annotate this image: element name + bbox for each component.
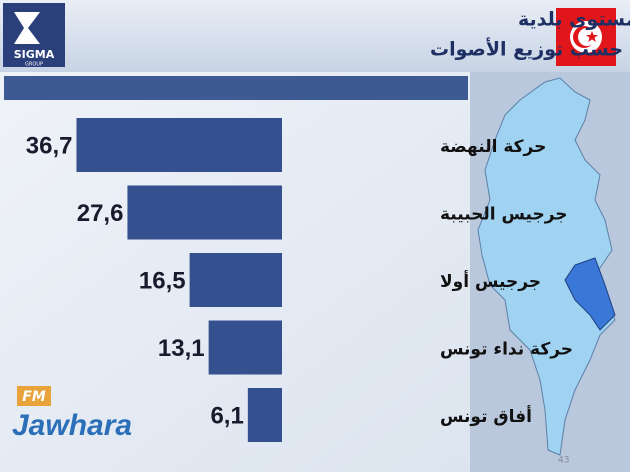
- category-label: جرجيس أولا: [440, 270, 541, 292]
- category-label: حركة نداء تونس: [440, 340, 573, 360]
- chart-title-line: الانتخابات البلدية تقديرات النتائج على م…: [518, 9, 630, 31]
- category-label: أفاق تونس: [440, 405, 532, 427]
- value-label: 27,6: [77, 200, 124, 227]
- value-label: 6,1: [210, 402, 243, 429]
- bar: [189, 253, 282, 307]
- watermark-badge: [17, 386, 51, 406]
- bar: [76, 118, 282, 172]
- category-label: حركة النهضة: [440, 137, 546, 157]
- value-label: 36,7: [26, 132, 73, 159]
- flag-star: [586, 31, 598, 42]
- watermark: Jawhara: [12, 409, 132, 442]
- bar: [247, 388, 282, 442]
- logo-icon: [14, 12, 40, 44]
- logo-text: SIGMA: [14, 48, 55, 61]
- map: [477, 77, 616, 456]
- value-label: 16,5: [139, 267, 186, 294]
- bar: [208, 320, 282, 375]
- bar: [127, 185, 282, 240]
- chart-title-line: جرجيس حسب توزيع الأصوات: [430, 38, 630, 61]
- page-number: 43: [558, 456, 569, 466]
- header-band: [4, 76, 468, 100]
- map-highlight: [564, 257, 616, 331]
- header: [0, 0, 630, 72]
- category-label: جرجيس الحبيبة: [440, 205, 568, 225]
- watermark-badge-text: FM: [22, 389, 46, 405]
- logo-sub: GROUP: [25, 62, 43, 68]
- value-label: 13,1: [158, 335, 205, 362]
